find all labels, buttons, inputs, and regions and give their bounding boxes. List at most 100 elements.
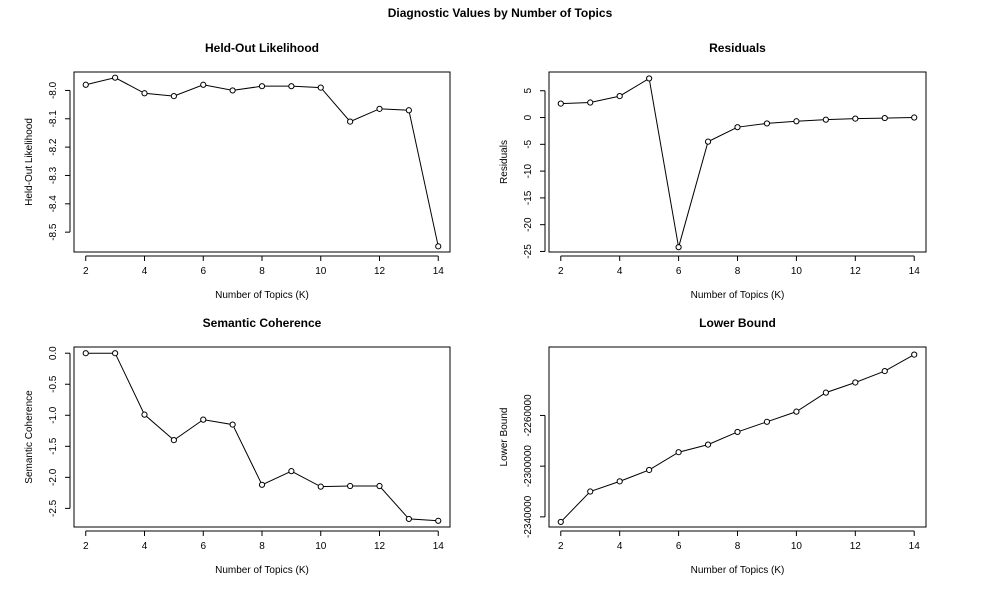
lower-bound-y-axis-label: Lower Bound [499,408,510,467]
lower-bound-data-point [557,518,564,526]
residuals-y-tick-label: 0 [523,114,534,120]
residuals-y-tick-label: -20 [523,217,534,232]
lower-bound-data-point [911,351,918,358]
held-out-likelihood-data-point [376,105,383,112]
lower-bound-x-tick-label: 8 [735,541,741,552]
residuals-y-axis-label: Residuals [499,140,510,184]
semantic-coherence-data-point [376,482,383,490]
residuals-data-point [616,93,623,100]
held-out-likelihood-data-point [82,81,89,88]
semantic-coherence-y-tick-label: -2.5 [48,499,59,517]
lower-bound-data-point [763,418,771,425]
figure-title: Diagnostic Values by Number of Topics [387,6,613,20]
held-out-likelihood-x-tick-label: 4 [142,266,148,277]
residuals-x-tick-label: 14 [909,266,921,277]
held-out-likelihood-x-tick-label: 8 [259,266,265,277]
lower-bound-data-point [587,488,594,495]
held-out-likelihood-y-axis-label: Held-Out Likelihood [24,118,35,206]
residuals-panel-title: Residuals [709,41,766,55]
residuals-x-tick-label: 6 [676,266,682,277]
semantic-coherence-y-tick-label: -2.0 [48,468,59,486]
held-out-likelihood-x-tick-label: 6 [200,266,206,277]
semantic-coherence-data-point [141,411,148,418]
lower-bound-x-tick-label: 4 [617,541,623,552]
semantic-coherence-data-point [317,483,324,490]
held-out-likelihood-data-point [141,90,148,97]
semantic-coherence-y-tick-label: -0.5 [48,375,59,393]
held-out-likelihood-y-tick-label: -8.5 [48,223,59,241]
semantic-coherence-plot-frame [73,346,451,528]
held-out-likelihood-data-point [317,84,324,91]
lower-bound-series-line [560,354,915,523]
residuals-data-point [881,114,888,122]
semantic-coherence-data-point [435,517,442,524]
lower-bound-data-point [793,408,800,415]
lower-bound-x-tick-label: 12 [850,541,862,552]
held-out-likelihood-data-point [258,83,266,90]
residuals-data-point [822,116,829,123]
held-out-likelihood-y-tick-label: -8.4 [48,195,59,213]
residuals-x-tick-label: 10 [791,266,803,277]
semantic-coherence-data-point [405,515,412,523]
residuals-data-point [675,244,682,251]
semantic-coherence-x-tick-label: 14 [433,541,445,552]
semantic-coherence-data-point [229,421,236,428]
held-out-likelihood-y-tick-label: -8.0 [48,81,59,99]
residuals-data-point [793,118,800,125]
lower-bound-y-tick-label: -2300000 [523,445,534,488]
residuals-data-point [646,75,653,82]
semantic-coherence-data-point [170,437,177,444]
lower-bound-data-point [822,389,829,396]
lower-bound-x-tick-label: 14 [909,541,921,552]
residuals-x-tick-label: 12 [850,266,862,277]
semantic-coherence-data-point [200,416,207,423]
lower-bound-panel-title: Lower Bound [699,316,776,330]
lower-bound-data-point [675,449,682,456]
residuals-y-tick-label: -5 [523,139,534,148]
lower-bound-data-point [704,441,712,448]
semantic-coherence-x-tick-label: 6 [200,541,206,552]
residuals-x-axis-label: Number of Topics (K) [691,290,785,301]
held-out-likelihood-data-point [405,107,412,114]
lower-bound-data-point [616,478,623,485]
lower-bound-data-point [852,379,859,386]
held-out-likelihood-plot-frame [73,71,451,253]
residuals-y-tick-label: 5 [523,88,534,94]
held-out-likelihood-x-tick-label: 2 [83,266,89,277]
held-out-likelihood-y-tick-label: -8.3 [48,166,59,184]
semantic-coherence-x-tick-label: 10 [315,541,327,552]
semantic-coherence-data-point [288,468,295,475]
held-out-likelihood-x-axis-label: Number of Topics (K) [215,290,309,301]
held-out-likelihood-x-tick-label: 10 [315,266,327,277]
lower-bound-y-tick-label: -2340000 [523,495,534,538]
lower-bound-x-tick-label: 10 [791,541,803,552]
residuals-plot-frame [548,71,927,253]
residuals-x-tick-label: 8 [735,266,741,277]
held-out-likelihood-data-point [288,83,295,90]
held-out-likelihood-data-point [229,87,236,94]
residuals-data-point [852,115,859,122]
lower-bound-y-tick-label: -2260000 [523,394,534,437]
semantic-coherence-x-tick-label: 12 [374,541,386,552]
semantic-coherence-y-tick-label: -1.0 [48,406,59,424]
residuals-data-point [557,100,564,107]
residuals-data-point [911,114,918,121]
semantic-coherence-data-point [347,482,354,490]
held-out-likelihood-data-point [200,81,207,88]
semantic-coherence-data-point [112,350,119,357]
lower-bound-data-point [881,367,888,375]
semantic-coherence-x-tick-label: 2 [83,541,89,552]
semantic-coherence-y-axis-label: Semantic Coherence [24,390,35,484]
semantic-coherence-y-tick-label: -1.5 [48,437,59,455]
residuals-data-point [763,120,771,127]
semantic-coherence-series-line [85,352,439,522]
lower-bound-x-tick-label: 6 [676,541,682,552]
held-out-likelihood-x-tick-label: 12 [374,266,386,277]
residuals-y-tick-label: -25 [523,244,534,259]
lower-bound-x-axis-label: Number of Topics (K) [691,565,785,576]
residuals-y-tick-label: -15 [523,190,534,205]
lower-bound-plot-frame [548,346,927,528]
residuals-data-point [734,124,741,131]
held-out-likelihood-y-tick-label: -8.1 [48,110,59,128]
